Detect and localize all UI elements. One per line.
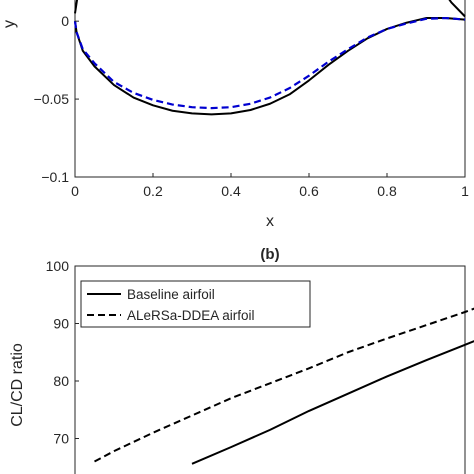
- panel-a-series-1: [73, 16, 466, 110]
- panel-b-y-tick-label: 80: [53, 373, 69, 389]
- panel-b-y-tick-label: 90: [53, 316, 69, 332]
- legend-box: [80, 280, 311, 328]
- panel-a-x-tick-label: 0.4: [221, 183, 241, 199]
- panel-b-series: [94, 307, 474, 465]
- panel-a-x-label: x: [266, 213, 274, 230]
- panel-a-x-tick-label: 0.8: [377, 183, 397, 199]
- panel-a-axes-box: [74, 0, 466, 178]
- panel-b-y-label: CL/CD ratio: [9, 343, 26, 427]
- panel-a-y-tick-label: −0.1: [41, 169, 69, 185]
- panel-a-y-ticks: −0.1 −0.05 0: [34, 13, 79, 185]
- panel-a-y-label: y: [1, 20, 18, 28]
- panel-a-series-3: [448, 0, 466, 18]
- panel-b-title: (b): [260, 246, 279, 263]
- legend-label-baseline: Baseline airfoil: [127, 287, 215, 302]
- panel-b-legend: Baseline airfoil ALeRSa-DDEA airfoil: [80, 280, 311, 328]
- panel-a-series: [73, 0, 466, 116]
- panel-a-x-ticks: 0 0.2 0.4 0.6 0.8 1: [71, 173, 469, 199]
- panel-a-x-tick-label: 0: [71, 183, 79, 199]
- panel-a-airfoil-shape: 0 0.2 0.4 0.6 0.8 1 −0.1 −0.05 0 x y: [1, 0, 469, 230]
- panel-b-series-0: [191, 340, 474, 465]
- panel-b-lift-drag: (b) 70 80 90 100 CL/CD ratio Baseline airfo…: [9, 246, 474, 474]
- panel-b-y-ticks: 70 80 90 100: [46, 258, 79, 447]
- panel-a-y-tick-label: −0.05: [34, 91, 70, 107]
- panel-a-x-tick-label: 1: [461, 183, 469, 199]
- panel-b-y-tick-label: 70: [53, 431, 69, 447]
- panel-a-y-tick-label: 0: [61, 13, 69, 29]
- panel-a-series-2: [74, 0, 79, 14]
- legend-label-alersa-ddea: ALeRSa-DDEA airfoil: [127, 308, 255, 323]
- panel-a-x-tick-label: 0.6: [299, 183, 319, 199]
- panel-b-y-tick-label: 100: [46, 258, 70, 274]
- panel-b-series-1: [94, 307, 474, 463]
- panel-a-x-tick-label: 0.2: [143, 183, 163, 199]
